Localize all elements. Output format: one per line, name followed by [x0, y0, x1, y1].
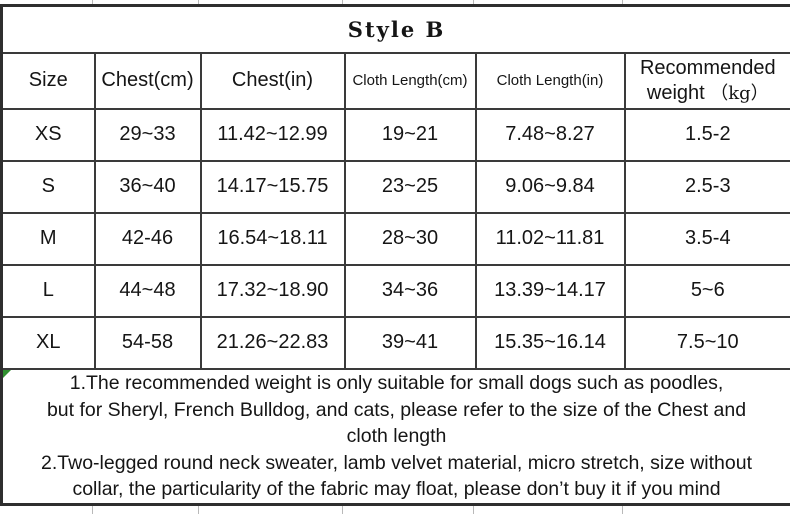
grid-cell-stub — [93, 0, 199, 4]
cell-cloth-cm: 28~30 — [343, 211, 477, 266]
cell-cloth-in: 9.06~9.84 — [474, 159, 626, 214]
cell-chest-in: 11.42~12.99 — [199, 107, 346, 162]
grid-cell-stub — [0, 0, 93, 4]
table-row-l: L 44~48 17.32~18.90 34~36 13.39~14.17 5~… — [0, 263, 790, 318]
grid-cell-stub — [199, 506, 343, 514]
cell-chest-in: 21.26~22.83 — [199, 315, 346, 370]
cell-cloth-cm: 39~41 — [343, 315, 477, 370]
cell-chest-cm: 29~33 — [93, 107, 202, 162]
spreadsheet-partial-row-top — [0, 0, 790, 4]
cell-weight: 2.5-3 — [623, 159, 790, 214]
cell-cloth-in: 7.48~8.27 — [474, 107, 626, 162]
grid-cell-stub — [623, 0, 790, 4]
header-recommended-line1: Recommended — [639, 56, 776, 79]
cell-chest-cm: 42-46 — [93, 211, 202, 266]
note-line: collar, the particularity of the fabric … — [72, 478, 721, 500]
header-recommended-weight: Recommended weight （kg） — [623, 51, 790, 110]
cell-comment-flag-icon — [3, 370, 11, 378]
cell-weight: 7.5~10 — [623, 315, 790, 370]
table-row-xs: XS 29~33 11.42~12.99 19~21 7.48~8.27 1.5… — [0, 107, 790, 162]
table-row-m: M 42-46 16.54~18.11 28~30 11.02~11.81 3.… — [0, 211, 790, 266]
note-line: 1.The recommended weight is only suitabl… — [69, 372, 724, 394]
cell-weight: 5~6 — [623, 263, 790, 318]
table-row-s: S 36~40 14.17~15.75 23~25 9.06~9.84 2.5-… — [0, 159, 790, 214]
cell-chest-cm: 44~48 — [93, 263, 202, 318]
notes-cell: 1.The recommended weight is only suitabl… — [0, 367, 790, 506]
cell-cloth-cm: 34~36 — [343, 263, 477, 318]
title-row: Style B — [0, 4, 790, 54]
table-title: Style B — [0, 4, 790, 54]
cell-chest-in: 17.32~18.90 — [199, 263, 346, 318]
header-size: Size — [0, 51, 96, 110]
cell-cloth-in: 15.35~16.14 — [474, 315, 626, 370]
cell-size: XL — [0, 315, 96, 370]
header-row: Size Chest(cm) Chest(in) Cloth Length(cm… — [0, 51, 790, 110]
grid-cell-stub — [343, 506, 474, 514]
cell-size: XS — [0, 107, 96, 162]
cell-weight: 1.5-2 — [623, 107, 790, 162]
grid-cell-stub — [93, 506, 199, 514]
header-cloth-length-cm: Cloth Length(cm) — [343, 51, 477, 110]
grid-cell-stub — [199, 0, 343, 4]
size-chart-table: Style B Size Chest(cm) Chest(in) Cloth L… — [0, 4, 790, 506]
cell-weight: 3.5-4 — [623, 211, 790, 266]
note-line: cloth length — [346, 425, 447, 447]
header-recommended-line2: weight — [646, 81, 705, 104]
grid-cell-stub — [343, 0, 474, 4]
spreadsheet-partial-row-bottom — [0, 506, 790, 514]
cell-size: M — [0, 211, 96, 266]
cell-chest-in: 16.54~18.11 — [199, 211, 346, 266]
note-line: but for Sheryl, French Bulldog, and cats… — [46, 398, 747, 421]
cell-cloth-in: 13.39~14.17 — [474, 263, 626, 318]
header-chest-cm: Chest(cm) — [93, 51, 202, 110]
note-line: 2.Two-legged round neck sweater, lamb ve… — [41, 451, 753, 474]
cell-chest-cm: 36~40 — [93, 159, 202, 214]
table-row-xl: XL 54-58 21.26~22.83 39~41 15.35~16.14 7… — [0, 315, 790, 370]
grid-cell-stub — [474, 0, 623, 4]
header-recommended-unit: （kg） — [710, 82, 769, 104]
cell-cloth-in: 11.02~11.81 — [474, 211, 626, 266]
grid-cell-stub — [623, 506, 790, 514]
cell-cloth-cm: 23~25 — [343, 159, 477, 214]
header-cloth-length-in: Cloth Length(in) — [474, 51, 626, 110]
cell-chest-in: 14.17~15.75 — [199, 159, 346, 214]
grid-cell-stub — [0, 506, 93, 514]
cell-size: L — [0, 263, 96, 318]
cell-chest-cm: 54-58 — [93, 315, 202, 370]
notes-row: 1.The recommended weight is only suitabl… — [0, 367, 790, 506]
cell-size: S — [0, 159, 96, 214]
grid-cell-stub — [474, 506, 623, 514]
cell-cloth-cm: 19~21 — [343, 107, 477, 162]
header-chest-in: Chest(in) — [199, 51, 346, 110]
